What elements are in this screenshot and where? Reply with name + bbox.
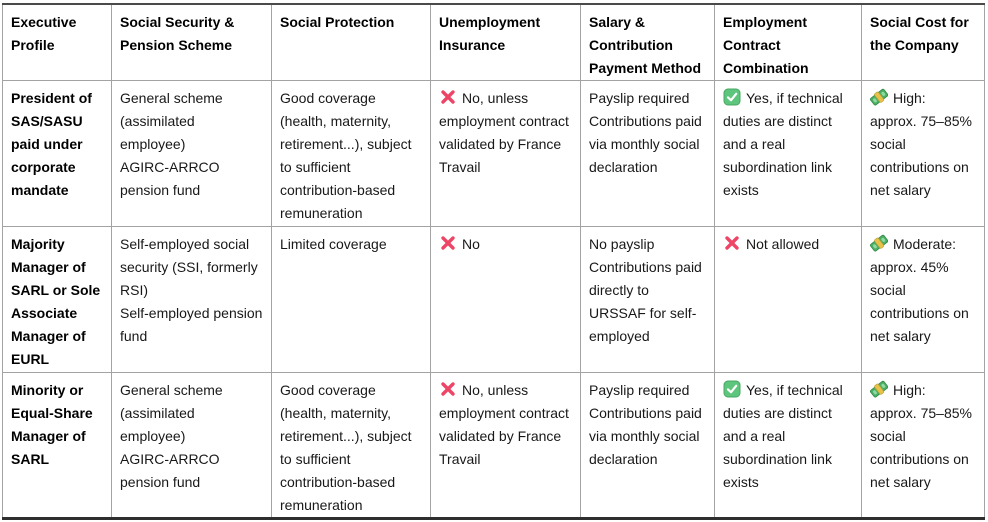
data-cell: Moderate: approx. 45% social contributio… — [861, 226, 985, 373]
data-cell: Good coverage (health, maternity, retire… — [271, 80, 431, 227]
cell-text: No payslip — [589, 236, 655, 252]
data-cell: Yes, if technical duties are distinct an… — [714, 372, 862, 519]
cell-paragraph: General scheme (assimilated employee) — [120, 87, 263, 156]
cell-text: General scheme (assimilated employee) — [120, 382, 223, 444]
cell-paragraph: Payslip required — [589, 379, 706, 402]
cell-paragraph: Contributions paid directly to URSSAF fo… — [589, 256, 706, 348]
check-icon — [723, 380, 741, 398]
data-cell: High: approx. 75–85% social contribution… — [861, 372, 985, 519]
data-cell: General scheme (assimilated employee) AGI… — [111, 80, 272, 227]
data-cell: Payslip required Contributions paid via m… — [580, 372, 715, 519]
money-icon — [870, 380, 888, 398]
table-body: President of SAS/SASU paid under corpora… — [2, 80, 985, 519]
cell-paragraph: Good coverage (health, maternity, retire… — [280, 87, 422, 225]
table-row: President of SAS/SASU paid under corpora… — [2, 80, 985, 227]
column-header-unemployment-insurance: Unemployment Insurance — [430, 3, 581, 81]
data-cell: General scheme (assimilated employee) AGI… — [111, 372, 272, 519]
data-cell: Payslip required Contributions paid via m… — [580, 80, 715, 227]
column-header-social-security-pension-scheme: Social Security & Pension Scheme — [111, 3, 272, 81]
cell-paragraph: No, unless employment contract validated… — [439, 87, 572, 179]
cell-text: Self-employed social security (SSI, form… — [120, 236, 258, 298]
cell-text: AGIRC-ARRCO pension fund — [120, 451, 220, 490]
data-cell: Yes, if technical duties are distinct an… — [714, 80, 862, 227]
cell-paragraph: AGIRC-ARRCO pension fund — [120, 156, 263, 202]
cell-text: Moderate: approx. 45% social contributio… — [870, 236, 969, 344]
cell-text: AGIRC-ARRCO pension fund — [120, 159, 220, 198]
cell-text: Contributions paid via monthly social de… — [589, 113, 702, 175]
cell-paragraph: No — [439, 233, 572, 256]
data-cell: Not allowed — [714, 226, 862, 373]
cell-paragraph: High: approx. 75–85% social contribution… — [870, 379, 976, 494]
cell-text: General scheme (assimilated employee) — [120, 90, 223, 152]
cell-paragraph: AGIRC-ARRCO pension fund — [120, 448, 263, 494]
data-cell: No — [430, 226, 581, 373]
cell-paragraph: Not allowed — [723, 233, 853, 256]
cross-icon — [439, 380, 457, 398]
cell-paragraph: Self-employed social security (SSI, form… — [120, 233, 263, 302]
cell-text: High: approx. 75–85% social contribution… — [870, 90, 972, 198]
cell-paragraph: Payslip required — [589, 87, 706, 110]
cell-paragraph: No, unless employment contract validated… — [439, 379, 572, 471]
profile-cell: Minority or Equal-Share Manager of SARL — [2, 372, 112, 519]
cell-text: Good coverage (health, maternity, retire… — [280, 382, 412, 513]
executive-comparison-table: Executive Profile Social Security & Pens… — [2, 3, 985, 520]
data-cell: Self-employed social security (SSI, form… — [111, 226, 272, 373]
column-header-employment-contract-combination: Employment Contract Combination — [714, 3, 862, 81]
data-cell: No payslip Contributions paid directly to… — [580, 226, 715, 373]
data-cell: High: approx. 75–85% social contribution… — [861, 80, 985, 227]
cell-paragraph: Contributions paid via monthly social de… — [589, 402, 706, 471]
profile-cell: President of SAS/SASU paid under corpora… — [2, 80, 112, 227]
cell-paragraph: Moderate: approx. 45% social contributio… — [870, 233, 976, 348]
cross-icon — [723, 234, 741, 252]
cell-text: Payslip required — [589, 90, 690, 106]
data-cell: Limited coverage — [271, 226, 431, 373]
cell-paragraph: No payslip — [589, 233, 706, 256]
table-row: Minority or Equal-Share Manager of SARL G… — [2, 372, 985, 519]
cell-text: Payslip required — [589, 382, 690, 398]
cell-text: No, unless employment contract validated… — [439, 382, 569, 467]
cell-text: Yes, if technical duties are distinct an… — [723, 90, 843, 198]
column-header-salary-contribution-payment-method: Salary & Contribution Payment Method — [580, 3, 715, 81]
cell-paragraph: Limited coverage — [280, 233, 422, 256]
cell-text: High: approx. 75–85% social contribution… — [870, 382, 972, 490]
cell-text: Not allowed — [746, 236, 820, 252]
cell-paragraph: General scheme (assimilated employee) — [120, 379, 263, 448]
money-icon — [870, 88, 888, 106]
cell-text: Good coverage (health, maternity, retire… — [280, 90, 412, 221]
cell-text: Yes, if technical duties are distinct an… — [723, 382, 843, 490]
cell-text: Contributions paid directly to URSSAF fo… — [589, 259, 702, 344]
data-cell: Good coverage (health, maternity, retire… — [271, 372, 431, 519]
column-header-executive-profile: Executive Profile — [2, 3, 112, 81]
cell-paragraph: High: approx. 75–85% social contribution… — [870, 87, 976, 202]
cell-text: Contributions paid via monthly social de… — [589, 405, 702, 467]
cell-paragraph: Yes, if technical duties are distinct an… — [723, 87, 853, 202]
column-header-social-cost-for-company: Social Cost for the Company — [861, 3, 985, 81]
cross-icon — [439, 88, 457, 106]
cell-paragraph: Yes, if technical duties are distinct an… — [723, 379, 853, 494]
cell-text: Limited coverage — [280, 236, 387, 252]
money-icon — [870, 234, 888, 252]
cell-text: Self-employed pension fund — [120, 305, 263, 344]
cell-text: No — [462, 236, 480, 252]
cell-text: No, unless employment contract validated… — [439, 90, 569, 175]
cross-icon — [439, 234, 457, 252]
data-cell: No, unless employment contract validated… — [430, 372, 581, 519]
column-header-social-protection: Social Protection — [271, 3, 431, 81]
check-icon — [723, 88, 741, 106]
table-header-row: Executive Profile Social Security & Pens… — [2, 3, 985, 81]
data-cell: No, unless employment contract validated… — [430, 80, 581, 227]
table-row: Majority Manager of SARL or Sole Associa… — [2, 226, 985, 373]
cell-paragraph: Good coverage (health, maternity, retire… — [280, 379, 422, 517]
cell-paragraph: Contributions paid via monthly social de… — [589, 110, 706, 179]
profile-cell: Majority Manager of SARL or Sole Associa… — [2, 226, 112, 373]
cell-paragraph: Self-employed pension fund — [120, 302, 263, 348]
